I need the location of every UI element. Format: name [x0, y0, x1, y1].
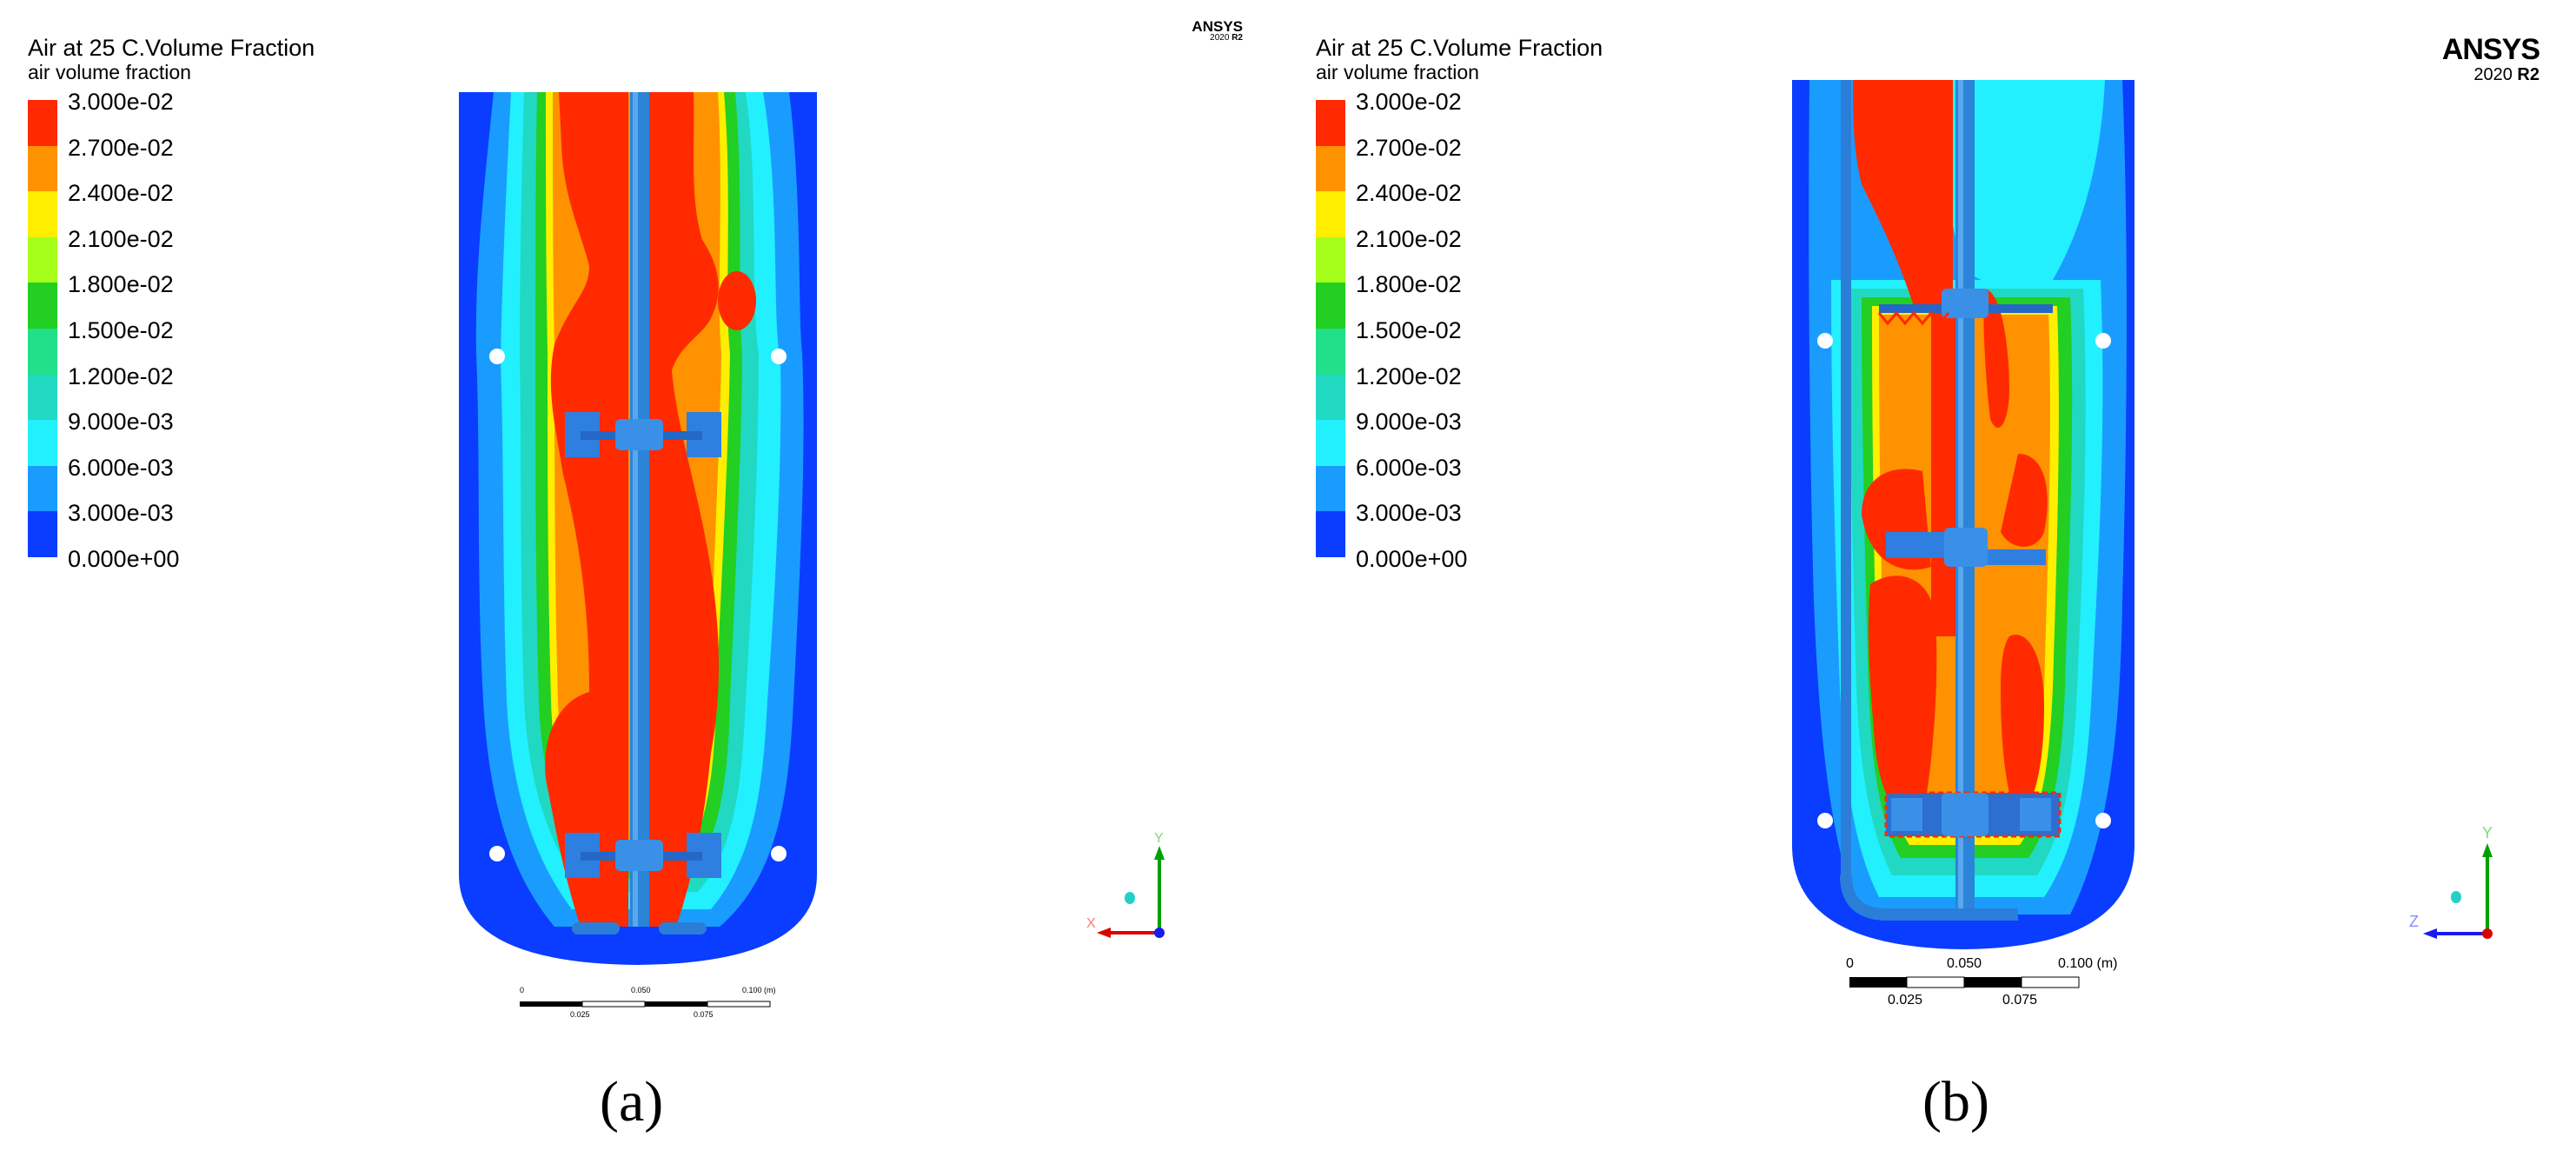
legend-label: 1.500e-02 [1356, 317, 1462, 343]
legend-swatch [1316, 145, 1345, 192]
panel-caption: (b) [1922, 1070, 1989, 1134]
legend-label: 6.000e-03 [1356, 454, 1462, 481]
legend-swatch [28, 328, 57, 375]
legend-swatch [28, 374, 57, 421]
legend-label: 1.200e-02 [1356, 363, 1462, 389]
legend-swatch [1316, 511, 1345, 557]
logo-version: 2020 R2 [2473, 65, 2539, 84]
panel-caption: (a) [600, 1070, 664, 1134]
axis-triad-b: Y Z [2409, 824, 2493, 939]
legend-label: 2.400e-02 [1356, 180, 1462, 207]
triad-label-y: Y [2482, 824, 2493, 841]
legend-swatch [1316, 328, 1345, 375]
legend-swatch [1316, 420, 1345, 466]
scale-label-bottom: 0.075 [2002, 993, 2038, 1008]
legend-swatch [1316, 191, 1345, 237]
scale-bar-a: 0 0.050 0.100 (m) 0.025 0.075 [520, 986, 776, 1024]
scale-label-top: 0.100 (m) [742, 986, 776, 994]
legend-label: 0.000e+00 [1356, 546, 1468, 572]
legend-swatch [1316, 283, 1345, 329]
legend-label: 1.800e-02 [1356, 271, 1462, 298]
legend-label: 2.100e-02 [68, 225, 174, 252]
legend-swatch [28, 100, 57, 146]
legend-label: 6.000e-03 [68, 454, 174, 481]
scale-label-bottom: 0.075 [694, 1010, 714, 1019]
panel-a: Air at 25 C.Volume Fraction air volume f… [28, 19, 1243, 1134]
legend-label: 1.500e-02 [68, 317, 174, 343]
legend-swatch [1316, 100, 1345, 146]
legend-label: 9.000e-03 [68, 409, 174, 436]
legend-label: 2.700e-02 [68, 134, 174, 161]
scale-label-bottom: 0.025 [1888, 993, 1923, 1008]
ansys-logo: ANSYS 2020 R2 [1165, 19, 1243, 43]
legend-label: 0.000e+00 [68, 546, 180, 572]
axis-triad-a: Y X [1086, 831, 1165, 938]
triad-label-x: X [1086, 916, 1096, 931]
legend-subtitle: air volume fraction [28, 61, 191, 83]
scale-label-top: 0 [1846, 956, 1854, 971]
legend-label: 2.100e-02 [1356, 225, 1462, 252]
legend-swatch [28, 511, 57, 557]
contour-plot-vessel-b [1792, 80, 2134, 949]
legend-label: 3.000e-02 [68, 89, 174, 115]
legend-swatch [28, 145, 57, 192]
scale-bar-b: 0 0.050 0.100 (m) 0.025 0.075 [1846, 956, 2117, 1008]
legend-label: 9.000e-03 [1356, 409, 1462, 436]
color-scale-bar [1316, 100, 1345, 557]
scale-label-top: 0 [520, 986, 525, 994]
legend-label: 2.700e-02 [1356, 134, 1462, 161]
legend-swatch [28, 465, 57, 512]
legend-label: 3.000e-03 [1356, 500, 1462, 527]
color-scale-bar [28, 100, 57, 557]
triad-label-z: Z [2409, 913, 2419, 930]
legend-swatch [1316, 236, 1345, 283]
legend-label: 3.000e-02 [1356, 89, 1462, 115]
legend-swatch [28, 420, 57, 466]
legend-title: Air at 25 C.Volume Fraction [1316, 35, 1603, 61]
scale-label-top: 0.050 [1947, 956, 1982, 971]
legend-swatch [28, 236, 57, 283]
legend-swatch [1316, 465, 1345, 512]
legend-label: 2.400e-02 [68, 180, 174, 207]
contour-plot-vessel-a [459, 92, 817, 965]
logo-version: 2020 R2 [1210, 33, 1243, 43]
legend-title: Air at 25 C.Volume Fraction [28, 35, 315, 61]
ansys-logo: ANSYS 2020 R2 [2409, 33, 2540, 84]
legend-label: 1.800e-02 [68, 271, 174, 298]
legend-subtitle: air volume fraction [1316, 61, 1479, 83]
triad-label-y: Y [1154, 831, 1164, 846]
legend-label: 3.000e-03 [68, 500, 174, 527]
legend-label: 1.200e-02 [68, 363, 174, 389]
logo-brand: ANSYS [1192, 18, 1243, 35]
logo-brand: ANSYS [2441, 33, 2540, 66]
panel-b: Air at 25 C.Volume Fraction air volume f… [1288, 0, 2576, 1164]
scale-label-bottom: 0.025 [570, 1010, 590, 1019]
legend-swatch [1316, 374, 1345, 421]
legend-swatch [28, 283, 57, 329]
legend-swatch [28, 191, 57, 237]
scale-label-top: 0.100 (m) [2058, 956, 2118, 971]
scale-label-top: 0.050 [631, 986, 651, 994]
